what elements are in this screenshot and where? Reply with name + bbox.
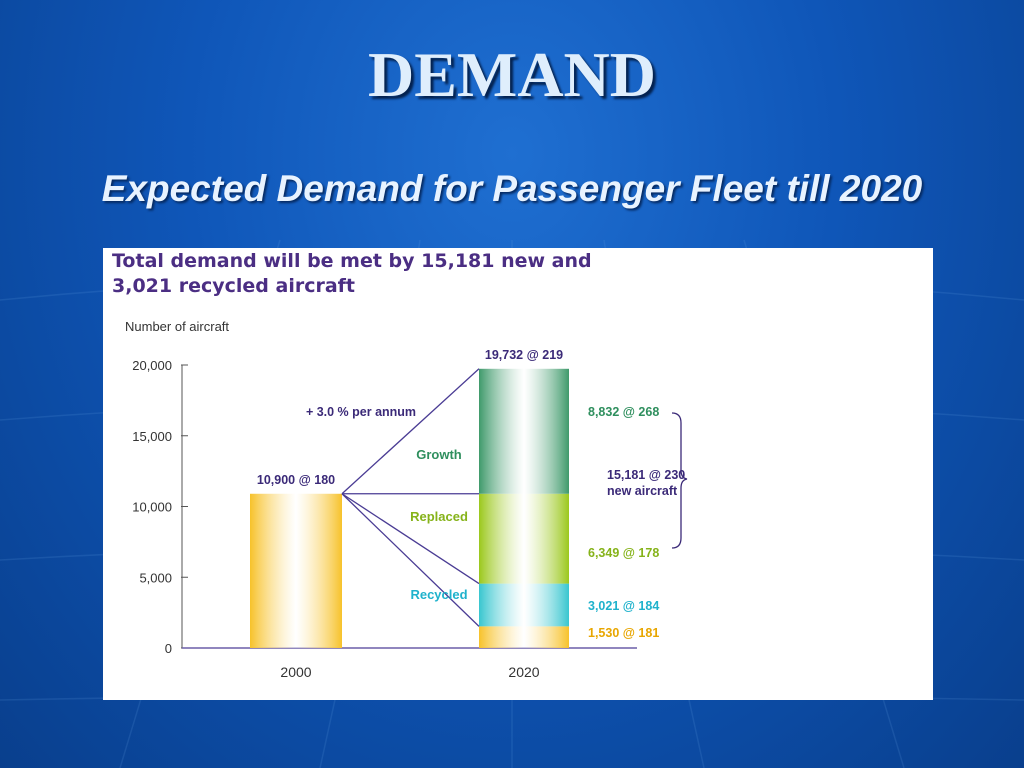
chart-heading: Total demand will be met by 15,181 new a… [112,249,732,299]
bar-2020-segment-retained [479,626,569,648]
y-tick-label: 10,000 [132,500,172,515]
bar-2020-total-label: 19,732 @ 219 [485,348,563,362]
bar-2000 [250,493,342,648]
chart-heading-line-2: 3,021 recycled aircraft [112,275,356,297]
bar-2020-label-replaced: 6,349 @ 178 [588,546,659,560]
bar-2000-total-label: 10,900 @ 180 [257,473,335,487]
chart-panel: Total demand will be met by 15,181 new a… [103,248,933,700]
flow-line [341,493,480,627]
y-axis-title: Number of aircraft [125,319,229,334]
new-aircraft-label-line-2: new aircraft [607,484,678,498]
x-tick-label: 2000 [280,664,311,680]
fleet-demand-chart: Number of aircraft 0 5,000 10,000 15,000 20,0… [125,319,688,680]
flow-line [341,493,480,585]
flow-line [341,368,480,495]
slide-subtitle: Expected Demand for Passenger Fleet till… [101,168,923,209]
bar-2020-label-recycled: 3,021 @ 184 [588,599,659,613]
y-tick-label: 5,000 [139,570,172,585]
y-tick-label: 0 [165,641,172,656]
flow-label-growth: Growth [416,447,462,462]
chart-heading-line-1: Total demand will be met by 15,181 new a… [112,250,592,272]
bar-2020-segment-growth [479,368,569,494]
bar-2020-label-retained: 1,530 @ 181 [588,626,659,640]
new-aircraft-label-line-1: 15,181 @ 230 [607,468,685,482]
x-tick-label: 2020 [508,664,539,680]
y-tick-label: 20,000 [132,358,172,373]
y-tick-label: 15,000 [132,429,172,444]
bar-2020-segment-recycled [479,583,569,627]
bar-2020-label-growth: 8,832 @ 268 [588,405,659,419]
bar-2020-segment-replaced [479,493,569,584]
flow-label-recycled: Recycled [410,587,467,602]
flow-label-replaced: Replaced [410,509,468,524]
slide-title: DEMAND [368,39,656,110]
new-aircraft-brace [671,412,688,549]
growth-rate-label: + 3.0 % per annum [306,405,416,419]
